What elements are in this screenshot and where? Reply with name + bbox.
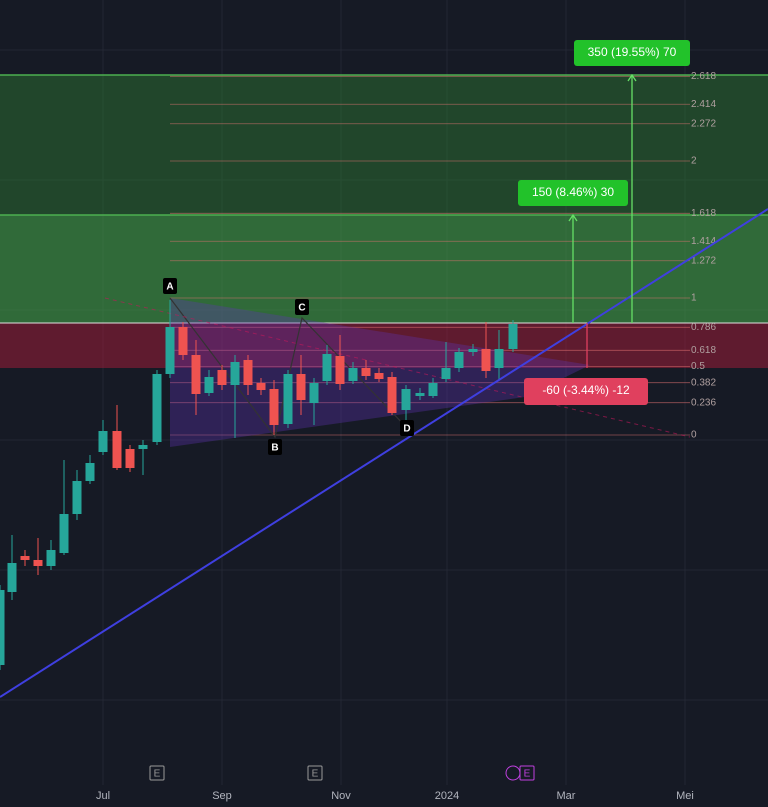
candle-body bbox=[125, 449, 135, 468]
fib-label: 1.618 bbox=[691, 208, 716, 219]
fib-label: 2.618 bbox=[691, 71, 716, 82]
event-label: E bbox=[154, 769, 161, 780]
candle-body bbox=[98, 431, 108, 452]
candle-body bbox=[348, 368, 358, 381]
point-badge bbox=[295, 299, 309, 315]
stop-zone bbox=[0, 323, 768, 368]
fib-label: 1.272 bbox=[691, 255, 716, 266]
candle-body bbox=[178, 327, 188, 355]
fib-label: 2.272 bbox=[691, 118, 716, 129]
candle-body bbox=[85, 463, 95, 481]
event-icon bbox=[505, 765, 521, 781]
event-label: E bbox=[312, 769, 319, 780]
axis-bg bbox=[0, 785, 768, 807]
event-badge bbox=[149, 765, 165, 781]
target-zone-2 bbox=[0, 75, 768, 215]
target-zone-1 bbox=[0, 215, 768, 323]
candle-body bbox=[441, 368, 451, 379]
candle-body bbox=[46, 550, 56, 566]
x-tick-label: Mei bbox=[676, 790, 694, 802]
event-badge bbox=[307, 765, 323, 781]
candle-body bbox=[296, 374, 306, 400]
annotation: 150 (8.46%) 30 bbox=[532, 185, 614, 199]
x-tick-label: Sep bbox=[212, 790, 232, 802]
candle-body bbox=[230, 362, 240, 385]
fib-label: 1.414 bbox=[691, 236, 716, 247]
fib-label: 1 bbox=[691, 293, 697, 304]
annotation-box bbox=[574, 40, 690, 66]
candle-body bbox=[415, 393, 425, 396]
candle-body bbox=[387, 377, 397, 413]
x-axis: Jul Sep Nov 2024 Mar Mei E E E bbox=[0, 765, 768, 807]
point-label: C bbox=[298, 303, 305, 314]
candle-body bbox=[508, 324, 518, 349]
candle-body bbox=[165, 327, 175, 374]
fib-label: 2 bbox=[691, 156, 697, 167]
x-tick-label: 2024 bbox=[435, 790, 459, 802]
trend-line bbox=[0, 208, 768, 698]
x-tick-label: Mar bbox=[557, 790, 576, 802]
fib-label: 0.618 bbox=[691, 345, 716, 356]
candle-body bbox=[283, 374, 293, 424]
annotation: -60 (-3.44%) -12 bbox=[542, 383, 630, 397]
point-label: B bbox=[271, 443, 278, 454]
candle-body bbox=[481, 349, 491, 371]
candle-body bbox=[256, 383, 266, 390]
candle-body bbox=[494, 349, 504, 368]
candle-body bbox=[468, 349, 478, 352]
annotation-box bbox=[524, 378, 648, 405]
annotation-box bbox=[518, 180, 628, 206]
event-label: E bbox=[524, 769, 531, 780]
candle-body bbox=[152, 374, 162, 442]
candle-body bbox=[59, 514, 69, 553]
candle-body bbox=[309, 383, 319, 403]
x-tick-label: Jul bbox=[96, 790, 110, 802]
point-badge bbox=[400, 420, 414, 436]
candle-body bbox=[7, 563, 17, 592]
fib-label: 0.786 bbox=[691, 322, 716, 333]
point-label: D bbox=[403, 424, 410, 435]
point-badge bbox=[163, 278, 177, 294]
candle-body bbox=[204, 377, 214, 393]
candle-body bbox=[20, 556, 30, 560]
candle-body bbox=[428, 383, 438, 396]
candle-body bbox=[112, 431, 122, 468]
candle-body bbox=[72, 481, 82, 514]
points: A B C D bbox=[163, 278, 414, 455]
candle-body bbox=[217, 370, 227, 385]
candle-body bbox=[33, 560, 43, 566]
candles bbox=[0, 300, 518, 670]
candle-body bbox=[243, 360, 253, 385]
arrows bbox=[568, 73, 637, 323]
fib-label: 2.414 bbox=[691, 99, 716, 110]
fib-label: 0 bbox=[691, 430, 697, 441]
candle-body bbox=[454, 352, 464, 368]
candle-body bbox=[335, 356, 345, 384]
candle-body bbox=[138, 445, 148, 449]
candle-body bbox=[269, 389, 279, 425]
candle-body bbox=[191, 355, 201, 394]
x-tick-label: Nov bbox=[331, 790, 351, 802]
candle-body bbox=[361, 368, 371, 376]
candle-body bbox=[0, 590, 5, 665]
point-label: A bbox=[166, 282, 173, 293]
candle-body bbox=[322, 354, 332, 381]
fib-label: 0.236 bbox=[691, 397, 716, 408]
fib-label: 0.382 bbox=[691, 377, 716, 388]
fib-label: 0.5 bbox=[691, 361, 705, 372]
annotation: 350 (19.55%) 70 bbox=[588, 45, 677, 59]
candle-body bbox=[401, 389, 411, 410]
candle-body bbox=[374, 373, 384, 379]
point-badge bbox=[268, 439, 282, 455]
